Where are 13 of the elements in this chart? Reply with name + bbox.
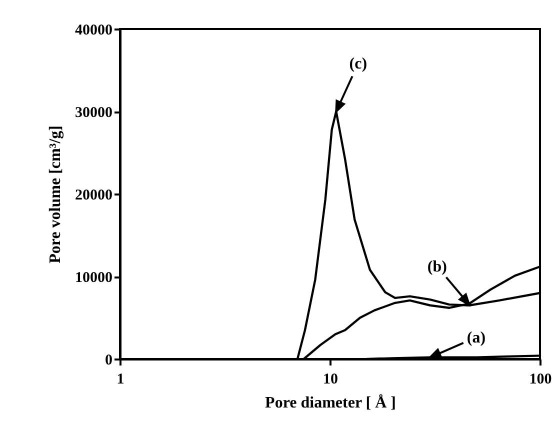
- x-tick-label: 10: [323, 372, 338, 388]
- annotation: (a): [466, 329, 486, 346]
- y-tick-label: 30000: [75, 105, 112, 121]
- y-axis-title: Pore volume [cm³/g]: [47, 126, 64, 264]
- annotation: (c): [349, 56, 368, 72]
- y-tick-label: 20000: [75, 188, 112, 204]
- y-tick-label: 0: [105, 352, 112, 368]
- x-axis-title: Pore diameter [ Å ]: [265, 394, 396, 412]
- annotation: (b): [427, 258, 447, 276]
- x-tick-label: 1: [116, 372, 124, 388]
- y-tick-label: 40000: [75, 22, 112, 38]
- y-tick-label: 10000: [75, 270, 112, 286]
- x-tick-label: 100: [529, 372, 552, 388]
